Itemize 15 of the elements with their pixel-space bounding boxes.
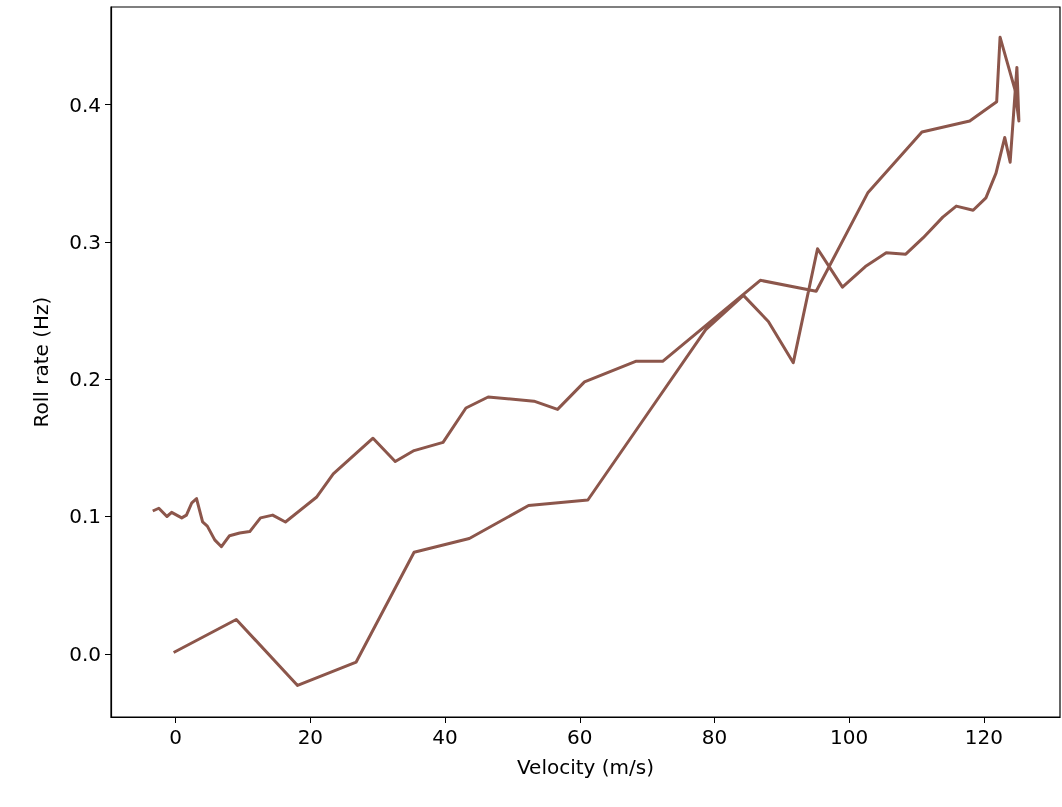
x-tick-label: 0 <box>169 725 183 749</box>
x-tick-label: 60 <box>567 725 593 749</box>
y-axis-title: Roll rate (Hz) <box>29 296 53 428</box>
x-tick-label: 80 <box>701 725 728 749</box>
x-tick-label: 120 <box>964 725 1003 749</box>
y-tick-label: 0.4 <box>69 92 101 117</box>
x-tick-label: 100 <box>830 725 869 749</box>
line-series <box>151 35 1021 687</box>
y-tick-label: 0.0 <box>69 641 101 666</box>
x-tick-label: 20 <box>297 725 324 749</box>
y-tick-label: 0.2 <box>69 367 101 392</box>
y-tick-label: 0.1 <box>69 504 101 529</box>
x-tick-label: 40 <box>432 725 458 749</box>
y-tick-label: 0.3 <box>69 229 101 254</box>
x-axis-title: Velocity (m/s) <box>516 755 655 779</box>
